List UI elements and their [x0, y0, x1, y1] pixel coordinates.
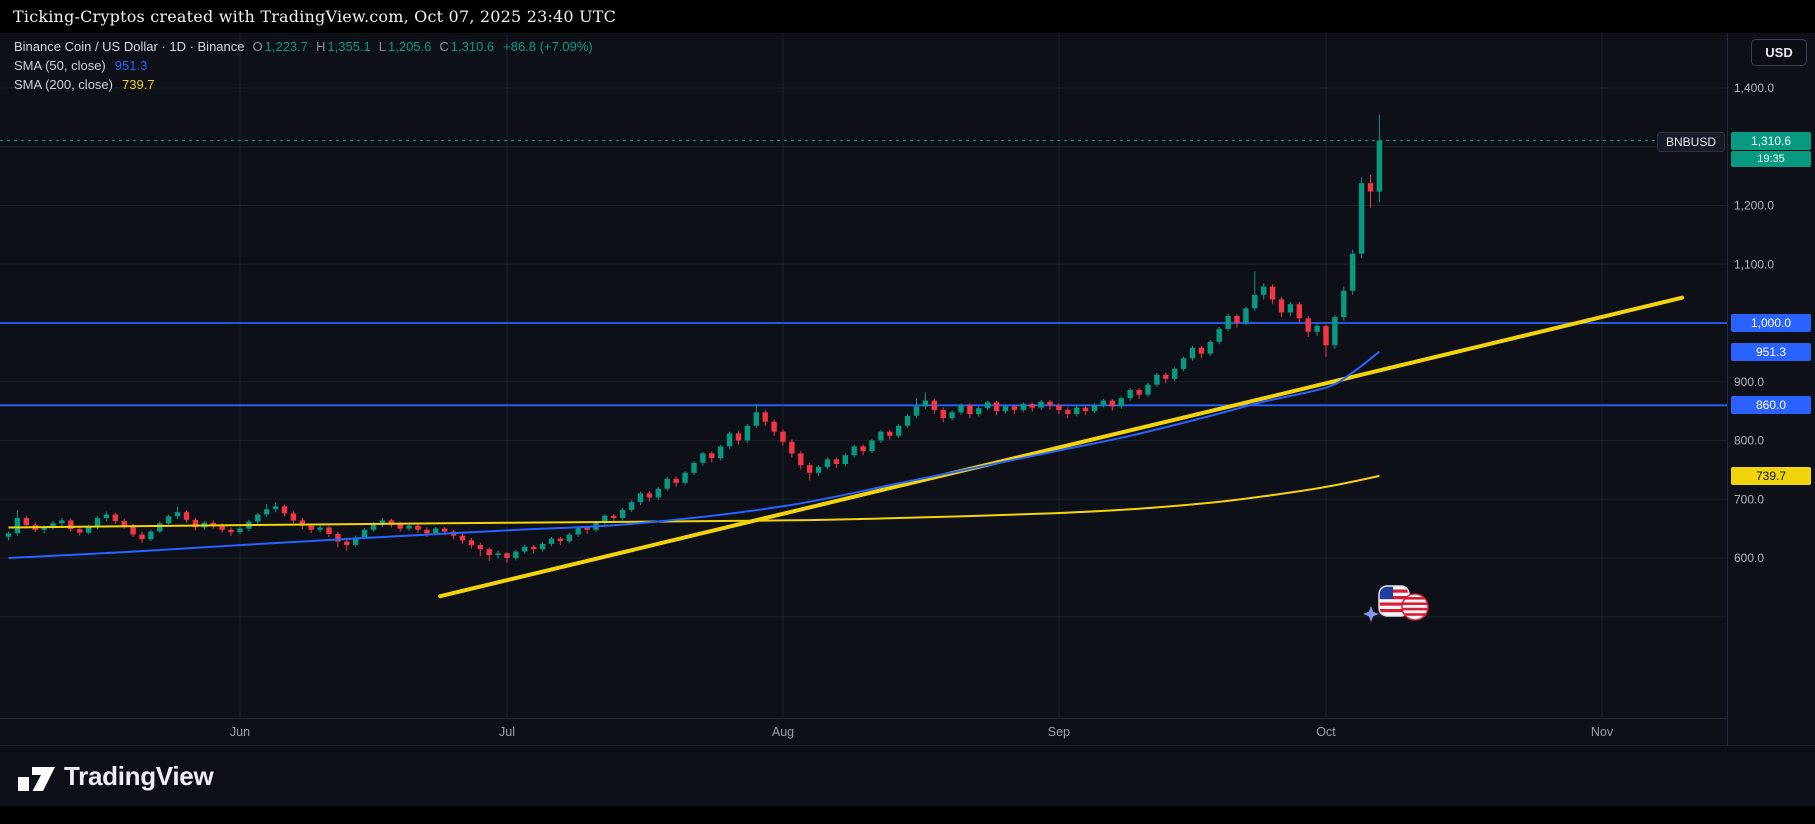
sma50-value: 951.3 — [114, 58, 148, 73]
currency-toggle-button[interactable]: USD — [1751, 39, 1807, 66]
ohlc-open-label: O — [252, 39, 263, 54]
snapshot-caption: Ticking-Cryptos created with TradingView… — [13, 7, 617, 26]
price-level-badge-1,000.0: 1,000.0 — [1731, 314, 1811, 332]
price-level-badge-739.7: 739.7 — [1731, 466, 1811, 485]
chart-canvas[interactable] — [0, 33, 1815, 745]
topbar: Ticking-Cryptos created with TradingView… — [0, 0, 1815, 33]
svg-text:Nov: Nov — [1591, 725, 1614, 739]
ohlc-high-label: H — [316, 39, 326, 54]
sma50-legend-row[interactable]: SMA (50, close) 951.3 — [14, 58, 593, 73]
svg-text:Jun: Jun — [230, 725, 250, 739]
price-chart-svg: 1,400.0 1,200.0 1,100.0 900.0 800.0 700.0 600.… — [0, 33, 1774, 745]
ohlc-close-value: 1,310.6 — [450, 39, 495, 54]
price-level-badge-951.3: 951.3 — [1731, 342, 1811, 361]
svg-text:900.0: 900.0 — [1734, 375, 1764, 389]
ohlc-low-label: L — [378, 39, 386, 54]
footer-bar: TradingView — [0, 745, 1815, 806]
sma50-label: SMA (50, close) — [14, 58, 106, 73]
svg-text:Jul: Jul — [499, 725, 515, 739]
ohlc-open-value: 1,223.7 — [264, 39, 308, 54]
time-scale[interactable] — [0, 718, 1727, 745]
svg-text:700.0: 700.0 — [1734, 492, 1764, 506]
tradingview-wordmark: TradingView — [64, 760, 214, 791]
svg-text:600.0: 600.0 — [1734, 551, 1764, 565]
ohlc-close-label: C — [439, 39, 449, 54]
ticking-cryptos-watermark-icon — [1363, 585, 1429, 622]
last-price-badge: 1,310.6 — [1731, 131, 1811, 150]
symbol-legend-row[interactable]: Binance Coin / US Dollar · 1D · Binance … — [14, 39, 593, 54]
chart-legend: Binance Coin / US Dollar · 1D · Binance … — [14, 39, 593, 92]
change-value: +86.8 (+7.09%) — [503, 39, 593, 54]
svg-text:1,200.0: 1,200.0 — [1734, 199, 1774, 213]
tradingview-logo[interactable]: TradingView — [18, 759, 214, 793]
symbol-title[interactable]: Binance Coin / US Dollar · 1D · Binance — [14, 39, 245, 54]
svg-text:Aug: Aug — [772, 725, 794, 739]
ohlc-high-value: 1,355.1 — [327, 39, 371, 54]
svg-text:1,100.0: 1,100.0 — [1734, 257, 1774, 271]
price-level-badge-860.0: 860.0 — [1731, 396, 1811, 415]
bottom-black-strip — [0, 806, 1815, 824]
bar-countdown-badge: 19:35 — [1731, 150, 1811, 167]
sma200-legend-row[interactable]: SMA (200, close) 739.7 — [14, 77, 593, 92]
sma200-label: SMA (200, close) — [14, 77, 113, 92]
symbol-price-tag: BNBUSD — [1656, 131, 1725, 152]
svg-text:1,400.0: 1,400.0 — [1734, 81, 1774, 95]
sma200-value: 739.7 — [122, 77, 155, 92]
svg-text:800.0: 800.0 — [1734, 434, 1764, 448]
svg-text:Oct: Oct — [1316, 725, 1336, 739]
ohlc-low-value: 1,205.6 — [388, 39, 432, 54]
tradingview-mark-icon — [18, 767, 55, 791]
svg-text:Sep: Sep — [1048, 725, 1070, 739]
